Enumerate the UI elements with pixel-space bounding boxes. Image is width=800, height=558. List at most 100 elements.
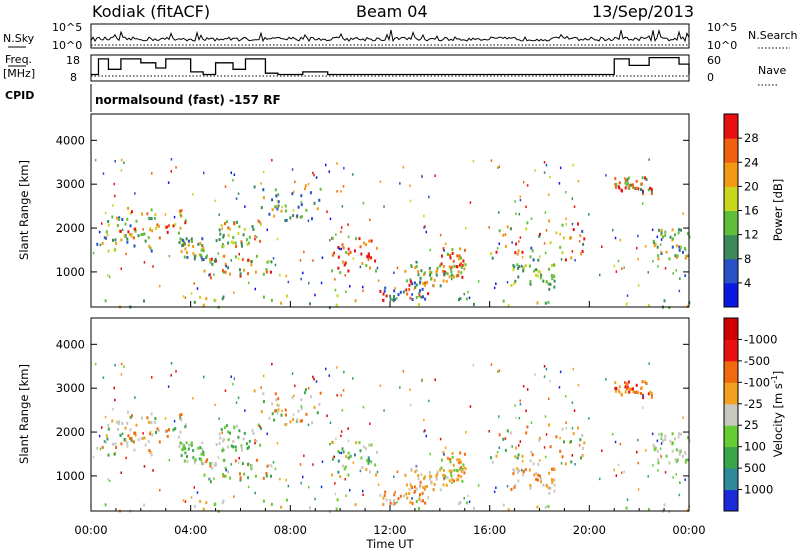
velocity-cell (674, 458, 677, 462)
velocity-cell (344, 465, 347, 469)
velocity-cell (177, 435, 180, 439)
power-cell (248, 235, 251, 239)
power-cell (642, 190, 644, 193)
power-cell (237, 192, 240, 195)
velocity-cell (180, 441, 182, 445)
velocity-cell (304, 388, 307, 392)
velocity-cell (405, 483, 408, 487)
velocity-cell (678, 449, 681, 453)
velocity-cell (271, 412, 274, 416)
velocity-cell (455, 469, 458, 472)
power-cell (664, 234, 667, 238)
power-colorbar-segment (724, 282, 738, 308)
power-cell (200, 255, 203, 259)
power-cell (496, 247, 499, 250)
velocity-cell (125, 456, 127, 460)
power-cell (462, 259, 465, 263)
velocity-cell (314, 497, 316, 501)
velocity-cell (186, 459, 189, 463)
power-cell (177, 231, 180, 235)
velocity-cell (271, 402, 274, 406)
power-cell (680, 228, 682, 232)
power-cell (504, 233, 507, 236)
velocity-cell (601, 449, 603, 452)
power-cell (647, 303, 650, 307)
velocity-cell (104, 503, 107, 507)
power-cell (678, 289, 681, 293)
velocity-cell (180, 413, 183, 417)
velocity-cell (488, 430, 490, 433)
velocity-cell (365, 447, 367, 451)
velocity-cell (170, 374, 172, 377)
velocity-cell (121, 432, 124, 435)
velocity-cell (300, 419, 303, 423)
velocity-cell (630, 387, 633, 391)
velocity-cell (637, 461, 639, 465)
velocity-cell (120, 471, 122, 474)
power-cell (240, 242, 243, 246)
velocity-cell (641, 380, 644, 384)
velocity-cell (266, 432, 268, 436)
velocity-cell (135, 423, 138, 427)
power-cell (194, 254, 197, 258)
power-cell (244, 205, 246, 208)
velocity-cell (164, 417, 167, 420)
velocity-cell (320, 485, 323, 489)
power-cell (234, 241, 237, 245)
power-cell (331, 269, 334, 273)
velocity-cell (271, 362, 273, 366)
freq-panel: Freq. [MHz] 18 8 60 0 Nave (3, 53, 786, 86)
velocity-cell (131, 414, 133, 418)
velocity-cell (215, 443, 218, 447)
velocity-cell (255, 458, 258, 462)
power-cell (120, 238, 123, 242)
power-cell (254, 237, 256, 241)
velocity-cell (237, 396, 240, 399)
velocity-cell (368, 459, 371, 463)
power-cell (206, 254, 209, 258)
velocity-cell (149, 432, 152, 436)
power-cell (229, 227, 231, 231)
velocity-cell (383, 493, 386, 497)
power-cell (341, 205, 344, 208)
cpid-text: normalsound (fast) -157 RF (95, 93, 281, 107)
power-cell (671, 228, 674, 232)
velocity-colorbar-label: -1000 (744, 332, 777, 346)
power-cell (451, 277, 453, 281)
power-cell (519, 198, 522, 202)
velocity-cell (262, 374, 265, 378)
power-cell (449, 256, 452, 260)
velocity-cell (642, 396, 645, 400)
nave-tick-top: 60 (707, 54, 721, 67)
power-cell (684, 256, 687, 260)
power-cell (553, 263, 555, 267)
velocity-cell (334, 492, 337, 496)
power-cell (175, 166, 177, 169)
velocity-cell (453, 468, 456, 472)
velocity-cell (313, 377, 315, 381)
x-tick-label: 12:00 (373, 523, 406, 537)
velocity-cell (650, 393, 653, 397)
velocity-cell (671, 441, 674, 445)
velocity-ylabel: Slant Range [km] (17, 364, 31, 464)
power-cell (92, 251, 95, 255)
velocity-cell (179, 430, 182, 434)
power-cell (121, 218, 124, 221)
velocity-cell (259, 443, 262, 447)
power-cell (186, 251, 188, 255)
velocity-cell (146, 416, 149, 420)
velocity-ytick-label: 4000 (56, 337, 85, 351)
velocity-cell (640, 386, 643, 390)
velocity-cell (289, 420, 292, 424)
velocity-cell (134, 396, 136, 399)
velocity-cell (202, 453, 205, 457)
velocity-cell (664, 471, 667, 474)
power-cell (491, 256, 494, 260)
velocity-cell (642, 394, 644, 397)
velocity-cell (98, 434, 101, 438)
power-cell (174, 223, 177, 227)
velocity-cell (444, 446, 447, 450)
velocity-cell (657, 461, 660, 465)
velocity-cell (203, 375, 205, 379)
x-tick-label: 08:00 (274, 523, 307, 537)
